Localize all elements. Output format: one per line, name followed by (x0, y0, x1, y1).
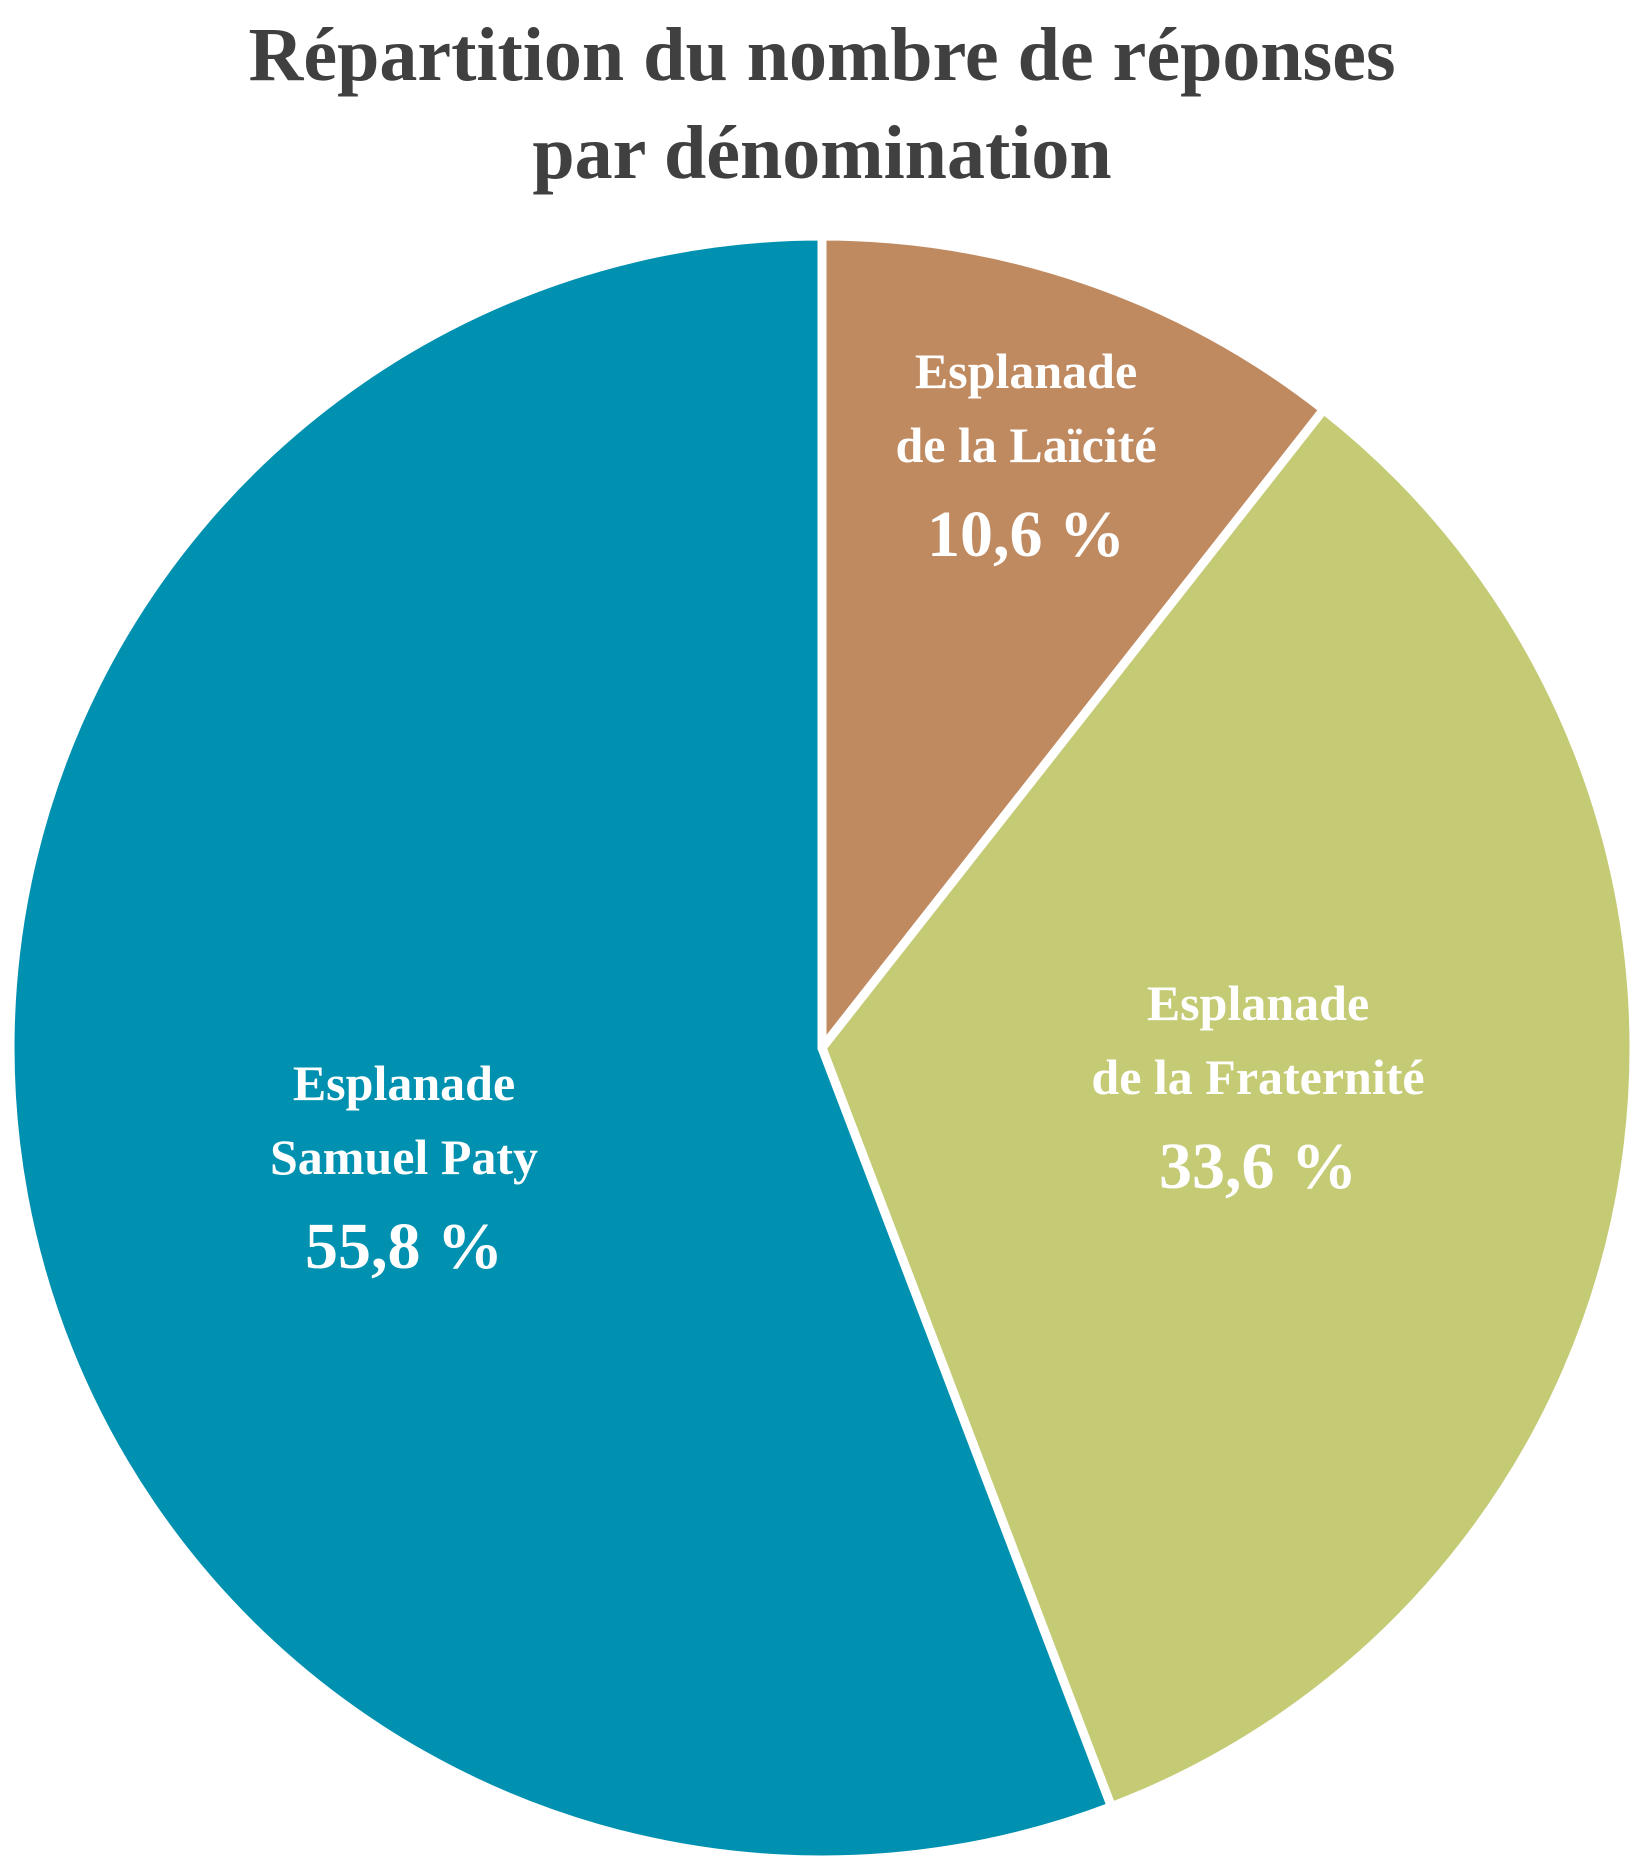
chart-title: Répartition du nombre de réponses par dé… (0, 6, 1644, 202)
slice-label-group-1: Esplanade de la Laïcité 10,6 % (895, 343, 1156, 571)
slice-label-3-line-1: Esplanade (293, 1055, 515, 1111)
slice-label-group-2: Esplanade de la Fraternité 33,6 % (1091, 975, 1424, 1203)
pie-slice-3 (5, 231, 1116, 1865)
pie-slice-1 (817, 231, 1329, 1053)
slice-label-2-line-1: Esplanade (1147, 975, 1369, 1031)
slice-value-label-1: 10,6 % (927, 498, 1125, 571)
slice-value-label-2: 33,6 % (1159, 1130, 1357, 1203)
slice-label-3-line-2: Samuel Paty (270, 1129, 538, 1185)
chart-title-line-1: Répartition du nombre de réponses (248, 13, 1396, 97)
slice-value-label-3: 55,8 % (305, 1210, 503, 1283)
slice-label-1-line-2: de la Laïcité (895, 417, 1156, 473)
pie-slice-2 (817, 405, 1639, 1812)
chart-title-line-2: par dénomination (532, 111, 1112, 195)
slice-label-2-line-2: de la Fraternité (1091, 1049, 1424, 1105)
slice-label-1-line-1: Esplanade (915, 343, 1137, 399)
pie-labels: Esplanade de la Laïcité 10,6 % Esplanade de … (270, 343, 1425, 1283)
slice-label-group-3: Esplanade Samuel Paty 55,8 % (270, 1055, 538, 1283)
pie-slices (5, 231, 1639, 1865)
